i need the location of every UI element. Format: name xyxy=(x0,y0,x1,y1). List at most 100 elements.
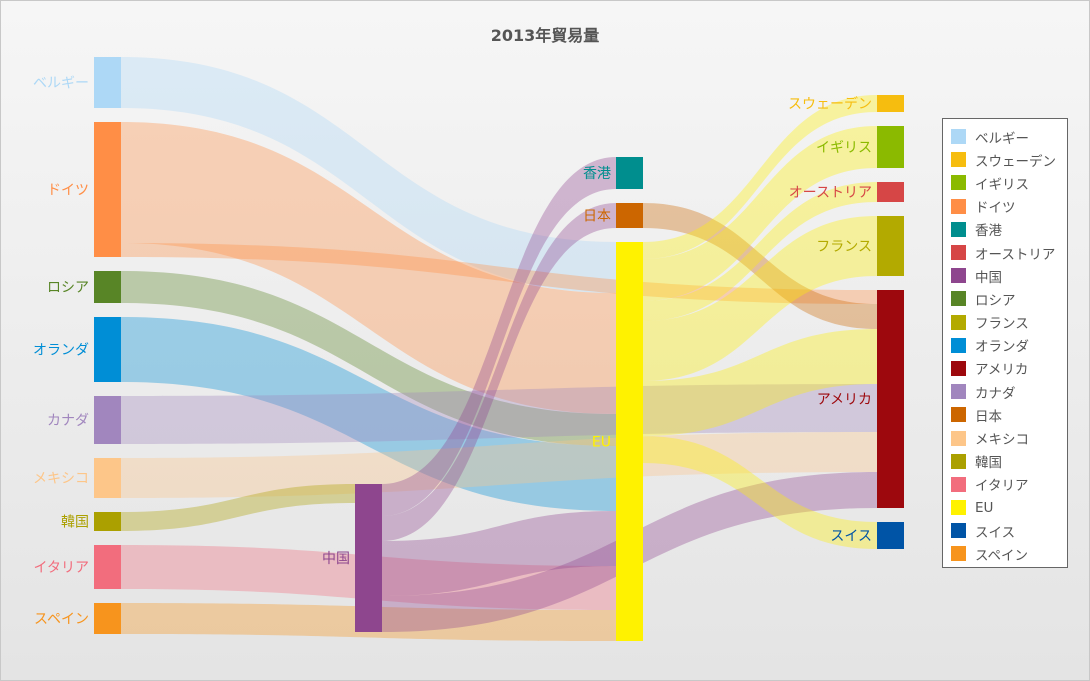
node-韓国[interactable] xyxy=(94,512,121,531)
node-アメリカ[interactable] xyxy=(877,290,904,508)
node-イギリス[interactable] xyxy=(877,126,904,168)
node-label: フランス xyxy=(816,239,872,255)
node-スイス[interactable] xyxy=(877,522,904,549)
legend-item[interactable]: イギリス xyxy=(951,171,1067,194)
legend-swatch xyxy=(951,500,966,516)
legend-item[interactable]: 中国 xyxy=(951,264,1067,287)
node-香港[interactable] xyxy=(616,157,643,189)
legend-swatch xyxy=(951,175,966,191)
node-label: ベルギー xyxy=(33,76,89,92)
node-label: EU xyxy=(592,435,611,451)
link-ドイツ-EU[interactable] xyxy=(121,122,616,414)
legend-swatch xyxy=(951,221,966,237)
link-EU-スウェーデン[interactable] xyxy=(643,95,877,259)
legend-label: 日本 xyxy=(975,408,1002,425)
link-カナダ-アメリカ[interactable] xyxy=(121,384,877,444)
node-label: スペイン xyxy=(34,612,89,628)
legend-label: スイス xyxy=(975,524,1016,541)
link-メキシコ-アメリカ[interactable] xyxy=(121,432,877,498)
node-label: カナダ xyxy=(47,413,89,429)
node-label: スウェーデン xyxy=(788,96,872,113)
legend-swatch xyxy=(951,129,966,145)
legend-item[interactable]: イタリア xyxy=(951,473,1067,496)
link-EU-フランス[interactable] xyxy=(643,216,877,381)
legend-item[interactable]: オランダ xyxy=(951,334,1067,357)
link-ベルギー-EU[interactable] xyxy=(121,57,616,293)
legend-label: カナダ xyxy=(975,385,1016,402)
node-label: メキシコ xyxy=(33,471,89,487)
legend-label: イギリス xyxy=(975,176,1029,193)
legend-item[interactable]: スウェーデン xyxy=(951,148,1067,171)
node-ベルギー[interactable] xyxy=(94,57,121,108)
legend-label: スウェーデン xyxy=(975,153,1056,170)
legend-swatch xyxy=(951,152,966,168)
node-オーストリア[interactable] xyxy=(877,182,904,202)
legend-swatch xyxy=(951,245,966,261)
link-オランダ-EU[interactable] xyxy=(121,317,616,511)
legend-item[interactable]: 香港 xyxy=(951,218,1067,241)
legend-item[interactable]: スペイン xyxy=(951,542,1067,565)
legend-swatch xyxy=(951,430,966,446)
legend-swatch xyxy=(951,407,966,423)
link-EU-アメリカ[interactable] xyxy=(643,329,877,436)
legend-swatch xyxy=(951,198,966,214)
legend-item[interactable]: ロシア xyxy=(951,287,1067,310)
legend-item[interactable]: 韓国 xyxy=(951,450,1067,473)
node-label: 日本 xyxy=(583,209,611,225)
link-EU-イギリス[interactable] xyxy=(643,126,877,301)
link-中国-EU[interactable] xyxy=(382,511,616,596)
legend-label: メキシコ xyxy=(975,432,1029,449)
node-label: スイス xyxy=(830,529,872,545)
legend-item[interactable]: オーストリア xyxy=(951,241,1067,264)
node-メキシコ[interactable] xyxy=(94,458,121,498)
legend-swatch xyxy=(951,291,966,307)
node-カナダ[interactable] xyxy=(94,396,121,444)
legend-swatch xyxy=(951,337,966,353)
link-EU-オーストリア[interactable] xyxy=(643,182,877,321)
node-label: イタリア xyxy=(34,560,89,576)
legend-item[interactable]: アメリカ xyxy=(951,357,1067,380)
node-ドイツ[interactable] xyxy=(94,122,121,257)
legend-item[interactable]: カナダ xyxy=(951,380,1067,403)
legend-item[interactable]: EU xyxy=(951,496,1067,519)
node-イタリア[interactable] xyxy=(94,545,121,589)
chart-title: 2013年貿易量 xyxy=(490,26,600,45)
link-ロシア-EU[interactable] xyxy=(121,271,616,446)
legend-item[interactable]: ベルギー xyxy=(951,125,1067,148)
legend-label: オランダ xyxy=(975,339,1029,356)
legend-item[interactable]: フランス xyxy=(951,311,1067,334)
legend-label: EU xyxy=(975,499,994,516)
legend-label: アメリカ xyxy=(975,362,1029,379)
legend-label: ドイツ xyxy=(975,200,1016,217)
legend-swatch xyxy=(951,268,966,284)
link-ドイツ-アメリカ[interactable] xyxy=(121,243,877,304)
node-日本[interactable] xyxy=(616,203,643,228)
legend-item[interactable]: ドイツ xyxy=(951,195,1067,218)
legend-label: 中国 xyxy=(975,269,1002,286)
link-中国-香港[interactable] xyxy=(382,157,616,516)
node-EU[interactable] xyxy=(616,242,643,641)
node-フランス[interactable] xyxy=(877,216,904,276)
link-韓国-中国[interactable] xyxy=(121,484,355,531)
link-日本-アメリカ[interactable] xyxy=(643,203,877,329)
link-中国-日本[interactable] xyxy=(382,203,616,541)
legend-swatch xyxy=(951,546,966,562)
legend-item[interactable]: スイス xyxy=(951,519,1067,542)
node-スペイン[interactable] xyxy=(94,603,121,634)
link-EU-スイス[interactable] xyxy=(643,436,877,549)
node-label: 中国 xyxy=(322,551,350,567)
node-スウェーデン[interactable] xyxy=(877,95,904,112)
legend-item[interactable]: メキシコ xyxy=(951,426,1067,449)
legend-label: 香港 xyxy=(975,223,1002,240)
node-ロシア[interactable] xyxy=(94,271,121,303)
legend-item[interactable]: 日本 xyxy=(951,403,1067,426)
legend: ベルギースウェーデン イギリスドイツ香港 オーストリア中国 ロシア フランスオランダアメ… xyxy=(942,118,1068,568)
node-label: オランダ xyxy=(33,343,89,359)
node-中国[interactable] xyxy=(355,484,382,632)
node-label: ドイツ xyxy=(47,183,89,199)
legend-swatch xyxy=(951,453,966,469)
legend-swatch xyxy=(951,523,966,539)
node-オランダ[interactable] xyxy=(94,317,121,382)
